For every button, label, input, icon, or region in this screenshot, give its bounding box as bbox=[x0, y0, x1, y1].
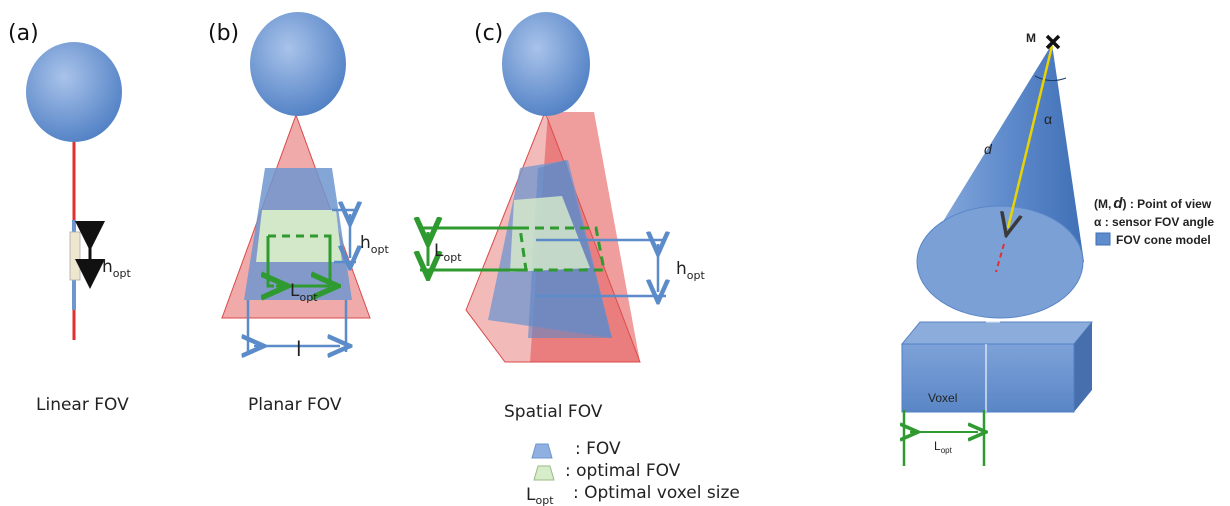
d-vector-label: d bbox=[984, 141, 993, 157]
panel-b: (b) Lopt hopt l Planar FOV bbox=[208, 12, 389, 415]
hopt-label-a: hopt bbox=[102, 257, 131, 280]
spatial-voxel-dashed bbox=[518, 226, 606, 272]
panel-a-label: (a) bbox=[8, 21, 39, 46]
lopt-label-right: Lopt bbox=[934, 439, 953, 455]
sensor-sphere-c bbox=[502, 12, 590, 116]
direction-vector-extension bbox=[995, 243, 1005, 273]
legend-fov-text: : FOV bbox=[575, 439, 621, 459]
voxel-front bbox=[901, 343, 1075, 413]
legend-fov-angle: α : sensor FOV angle bbox=[1094, 215, 1214, 229]
optimal-segment-a bbox=[69, 231, 81, 281]
hopt-label-b: hopt bbox=[360, 233, 389, 256]
legend-optimal-text: : optimal FOV bbox=[565, 461, 681, 481]
direction-vector bbox=[1008, 45, 1054, 228]
alpha-label: α bbox=[1044, 111, 1052, 127]
legend-cone-model-text: FOV cone model bbox=[1116, 233, 1211, 247]
legend-cone-swatch bbox=[1095, 232, 1111, 246]
legend-point-of-view: (M, d) : Point of view bbox=[1094, 195, 1212, 212]
alpha-arc bbox=[1034, 75, 1067, 82]
sensor-sphere-b bbox=[250, 12, 346, 116]
voxel-label: Voxel bbox=[928, 391, 957, 405]
legend-spatial: : FOV : optimal FOV Lopt : Optimal voxel… bbox=[526, 439, 740, 506]
fov-cone bbox=[918, 44, 1084, 262]
legend-voxel-size-text: : Optimal voxel size bbox=[573, 483, 740, 503]
voxel-top bbox=[900, 321, 1094, 345]
lopt-label-b: Lopt bbox=[290, 281, 318, 304]
point-m-marker bbox=[1045, 34, 1061, 50]
sensor-sphere-a bbox=[26, 42, 122, 142]
width-mark-b: l bbox=[296, 337, 302, 361]
legend-optimal-swatch bbox=[533, 465, 555, 481]
cone-model-diagram: α d M Voxel Lopt (M, d) : Point of view α… bbox=[902, 31, 1214, 466]
legend-lopt-symbol: Lopt bbox=[526, 485, 554, 506]
caption-linear-fov: Linear FOV bbox=[36, 395, 129, 415]
panel-b-label: (b) bbox=[208, 21, 239, 46]
voxel-side bbox=[1074, 322, 1092, 412]
spatial-optimal-area bbox=[510, 196, 590, 272]
caption-planar-fov: Planar FOV bbox=[248, 395, 342, 415]
fov-cone-base bbox=[916, 205, 1084, 319]
panel-c: (c) Lopt hopt Spatial FOV : FOV bbox=[420, 12, 740, 506]
panel-c-label: (c) bbox=[474, 21, 503, 46]
lopt-label-c: Lopt bbox=[434, 241, 462, 264]
hopt-label-c: hopt bbox=[676, 259, 705, 282]
point-m-label: M bbox=[1026, 31, 1036, 45]
legend-fov-swatch bbox=[531, 443, 553, 459]
panel-a: (a) hopt Linear FOV bbox=[8, 21, 131, 415]
caption-spatial-fov: Spatial FOV bbox=[504, 402, 603, 422]
legend-cone-model: (M, d) : Point of view α : sensor FOV ang… bbox=[1094, 195, 1214, 247]
